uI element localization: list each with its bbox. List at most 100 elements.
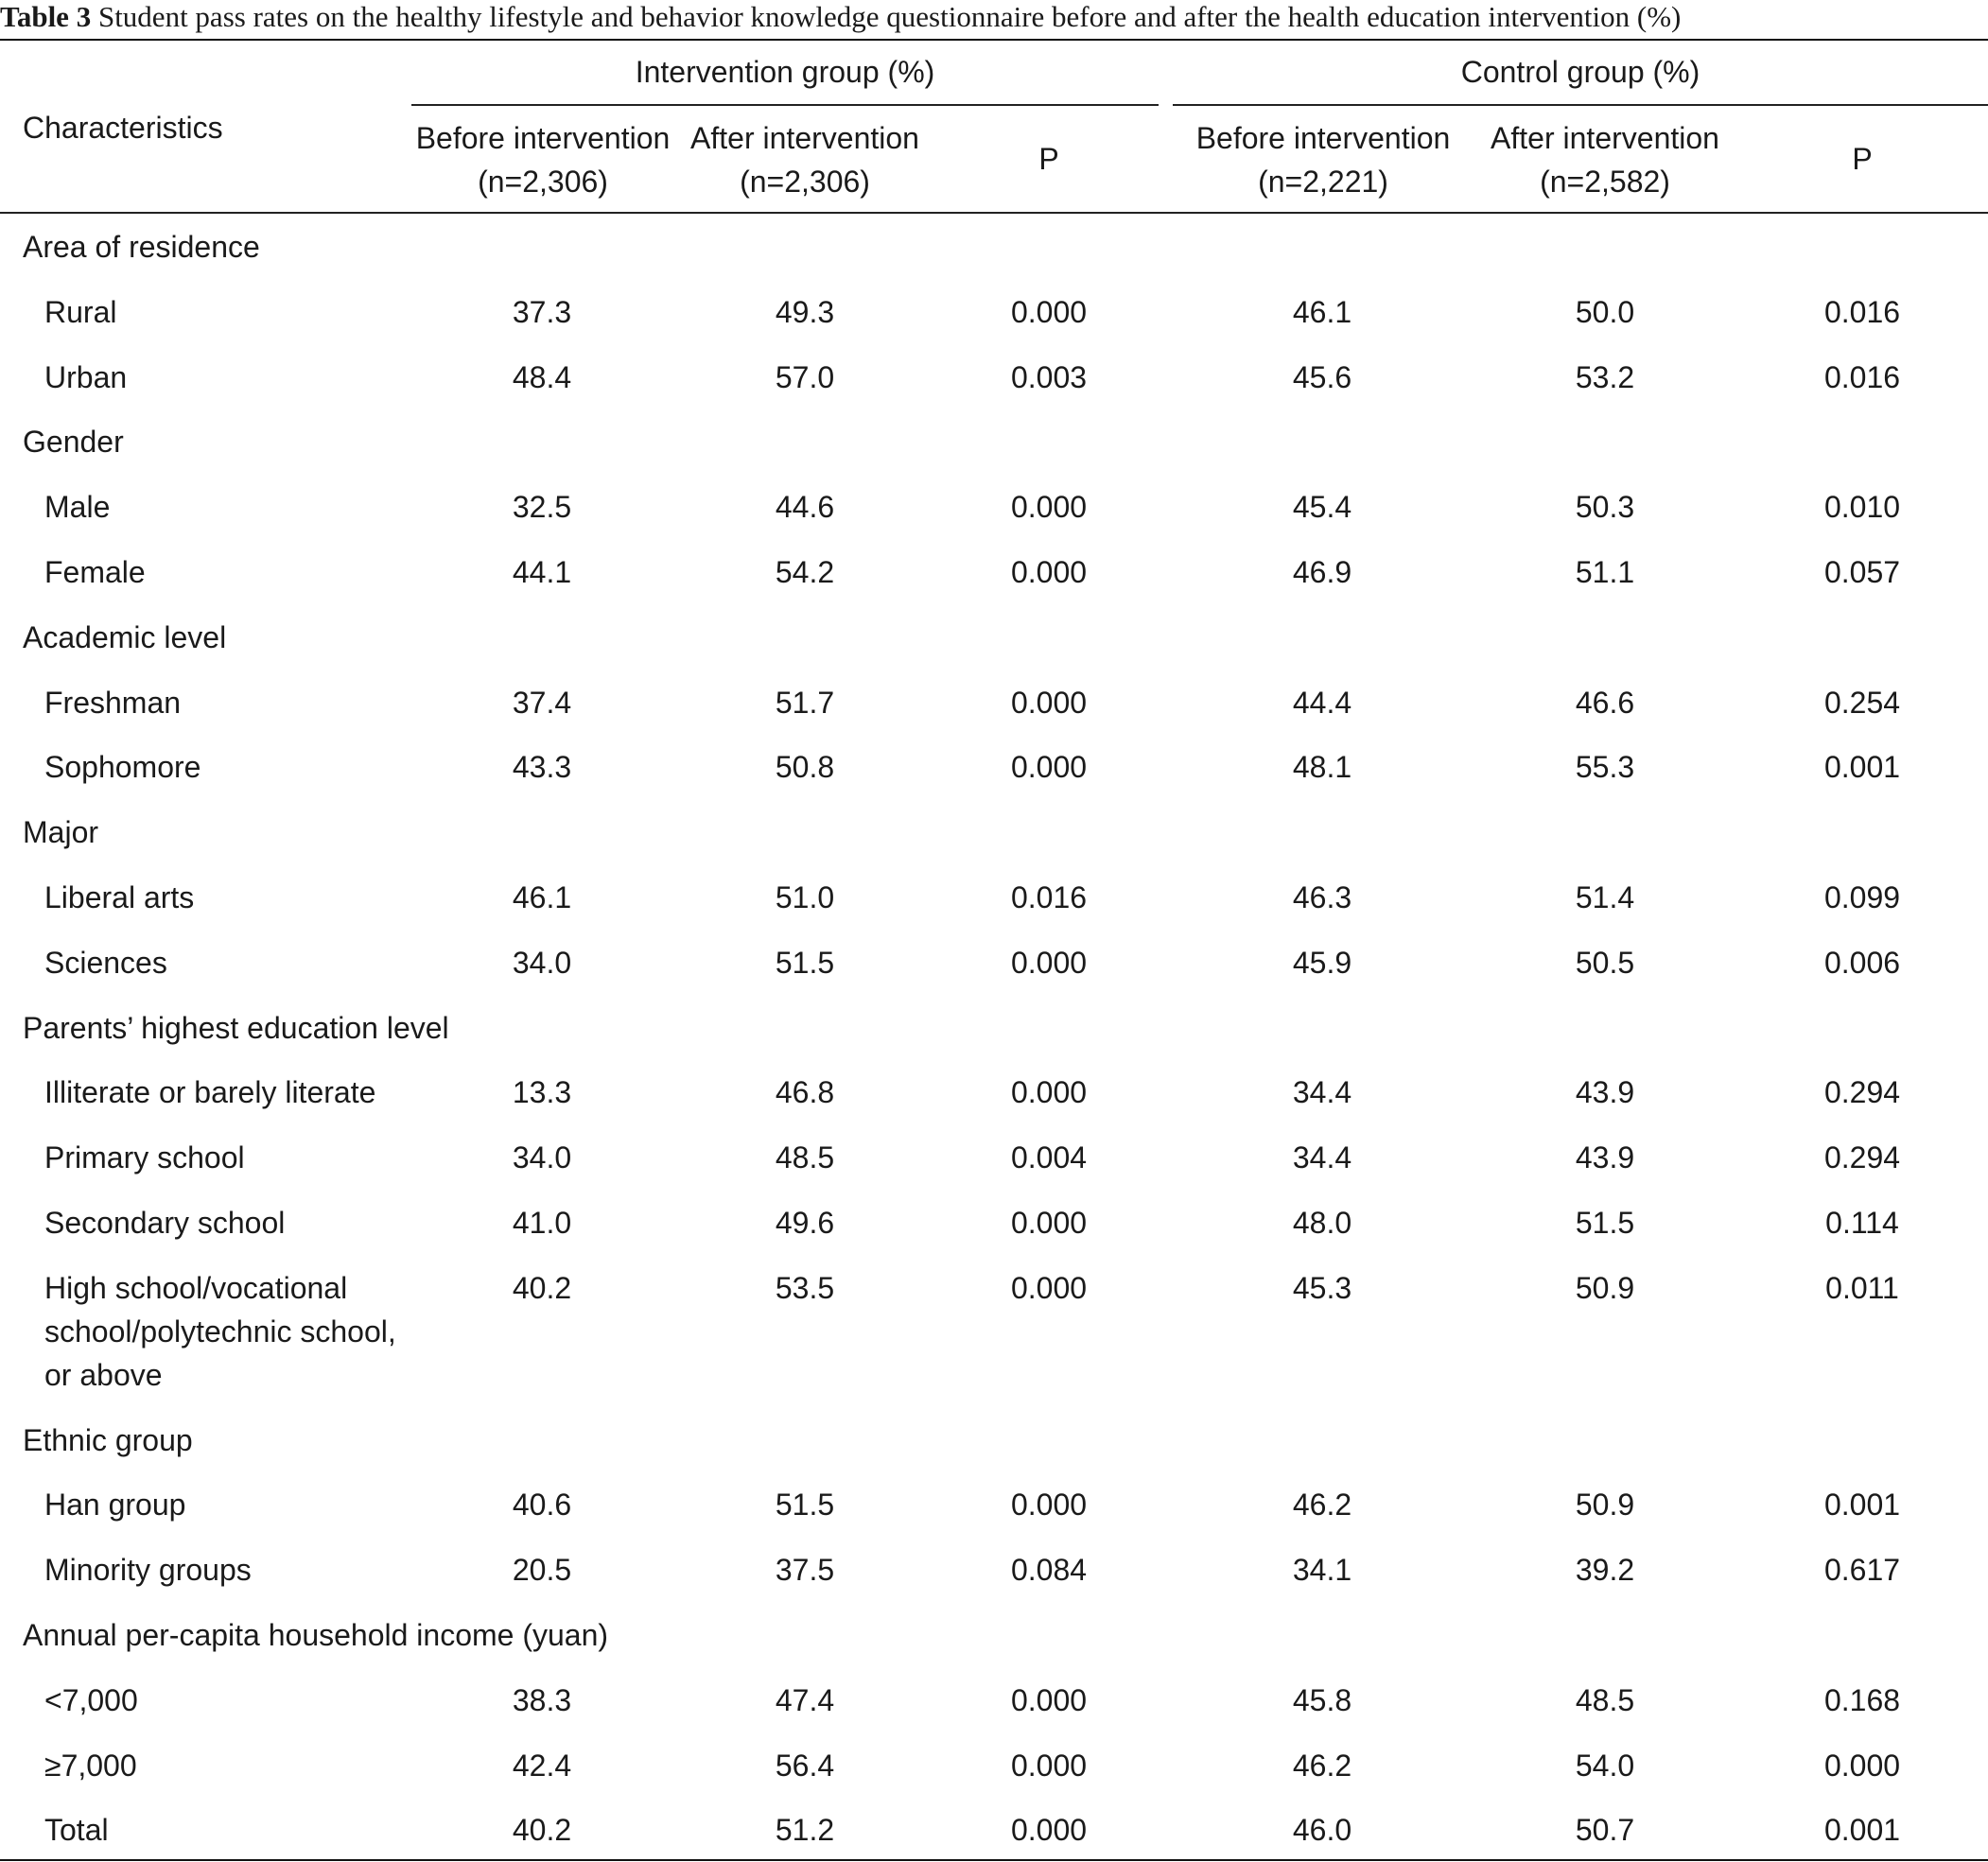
value-cell: 51.7: [775, 685, 835, 720]
value-cell: 34.1: [1292, 1553, 1352, 1588]
value-cell: 50.5: [1575, 945, 1635, 980]
value-cell: 0.617: [1823, 1553, 1901, 1588]
value-cell: 0.000: [1010, 1075, 1088, 1110]
value-cell: 13.3: [512, 1075, 572, 1110]
value-cell: 37.3: [512, 294, 572, 329]
value-cell: 0.010: [1823, 490, 1901, 525]
value-cell: 0.016: [1010, 880, 1088, 914]
value-cell: 40.2: [512, 1813, 572, 1848]
header-col-6: P: [1768, 137, 1957, 181]
row-label: Male: [44, 490, 111, 525]
table-label: Table 3: [0, 0, 92, 33]
value-cell: 34.0: [512, 1140, 572, 1175]
value-cell: 53.5: [775, 1270, 835, 1305]
control-group-rule: [1173, 104, 1988, 106]
group-label: Major: [23, 815, 99, 850]
value-cell: 50.9: [1575, 1488, 1635, 1523]
value-cell: 0.016: [1823, 359, 1901, 394]
row-label: Sophomore: [44, 750, 201, 785]
row-label: Total: [44, 1813, 109, 1848]
value-cell: 0.001: [1823, 750, 1901, 785]
value-cell: 20.5: [512, 1553, 572, 1588]
header-col-1-line2: (n=2,306): [478, 165, 608, 199]
value-cell: 51.0: [775, 880, 835, 914]
value-cell: 50.0: [1575, 294, 1635, 329]
value-cell: 44.4: [1292, 685, 1352, 720]
group-label: Academic level: [23, 619, 227, 654]
row-label: or above: [44, 1357, 163, 1392]
value-cell: 34.0: [512, 945, 572, 980]
row-label: Primary school: [44, 1140, 245, 1175]
header-col-4: Before intervention (n=2,221): [1190, 116, 1456, 203]
value-cell: 55.3: [1575, 750, 1635, 785]
row-label: Secondary school: [44, 1206, 286, 1240]
row-label: Urban: [44, 359, 128, 394]
value-cell: 32.5: [512, 490, 572, 525]
value-cell: 40.2: [512, 1270, 572, 1305]
value-cell: 46.6: [1575, 685, 1635, 720]
bottom-rule: [0, 1859, 1988, 1861]
header-col-3: P: [954, 137, 1143, 181]
value-cell: 37.5: [775, 1553, 835, 1588]
value-cell: 46.9: [1292, 555, 1352, 589]
value-cell: 34.4: [1292, 1140, 1352, 1175]
header-characteristics: Characteristics: [23, 111, 223, 145]
value-cell: 48.5: [1575, 1682, 1635, 1717]
top-rule: [0, 39, 1988, 41]
value-cell: 42.4: [512, 1748, 572, 1783]
value-cell: 0.000: [1010, 1682, 1088, 1717]
value-cell: 45.4: [1292, 490, 1352, 525]
value-cell: 51.5: [1575, 1206, 1635, 1240]
value-cell: 49.6: [775, 1206, 835, 1240]
value-cell: 46.3: [1292, 880, 1352, 914]
row-label: Han group: [44, 1488, 186, 1523]
header-control-group: Control group (%): [1460, 55, 1700, 89]
value-cell: 45.8: [1292, 1682, 1352, 1717]
value-cell: 0.114: [1825, 1206, 1899, 1240]
value-cell: 46.1: [512, 880, 572, 914]
header-col-4-line1: Before intervention: [1195, 121, 1451, 155]
value-cell: 0.000: [1823, 1748, 1901, 1783]
value-cell: 46.2: [1292, 1488, 1352, 1523]
value-cell: 0.000: [1010, 490, 1088, 525]
header-bottom-rule: [0, 212, 1988, 214]
intervention-group-rule: [411, 104, 1159, 106]
value-cell: 0.000: [1010, 1206, 1088, 1240]
value-cell: 49.3: [775, 294, 835, 329]
value-cell: 57.0: [775, 359, 835, 394]
value-cell: 43.9: [1575, 1140, 1635, 1175]
row-label: <7,000: [44, 1682, 138, 1717]
value-cell: 0.000: [1010, 685, 1088, 720]
value-cell: 0.016: [1823, 294, 1901, 329]
value-cell: 0.001: [1823, 1813, 1901, 1848]
value-cell: 43.9: [1575, 1075, 1635, 1110]
value-cell: 0.294: [1823, 1075, 1901, 1110]
header-intervention-group: Intervention group (%): [635, 55, 935, 89]
value-cell: 0.084: [1010, 1553, 1088, 1588]
row-label: Minority groups: [44, 1553, 252, 1588]
value-cell: 43.3: [512, 750, 572, 785]
table-caption: Table 3 Student pass rates on the health…: [0, 0, 1988, 34]
value-cell: 48.1: [1292, 750, 1352, 785]
value-cell: 45.3: [1292, 1270, 1352, 1305]
value-cell: 50.9: [1575, 1270, 1635, 1305]
value-cell: 0.000: [1010, 1748, 1088, 1783]
value-cell: 0.001: [1823, 1488, 1901, 1523]
table-caption-text: Student pass rates on the healthy lifest…: [97, 0, 1682, 33]
row-label: ≥7,000: [44, 1748, 137, 1783]
header-col-5: After intervention (n=2,582): [1472, 116, 1738, 203]
value-cell: 51.5: [775, 945, 835, 980]
row-label: Sciences: [44, 945, 167, 980]
value-cell: 37.4: [512, 685, 572, 720]
value-cell: 34.4: [1292, 1075, 1352, 1110]
value-cell: 45.6: [1292, 359, 1352, 394]
value-cell: 48.4: [512, 359, 572, 394]
value-cell: 50.7: [1575, 1813, 1635, 1848]
value-cell: 51.5: [775, 1488, 835, 1523]
row-label: Female: [44, 555, 146, 589]
value-cell: 53.2: [1575, 359, 1635, 394]
value-cell: 0.000: [1010, 555, 1088, 589]
header-col-6-line1: P: [1852, 142, 1873, 176]
value-cell: 51.2: [775, 1813, 835, 1848]
value-cell: 0.006: [1823, 945, 1901, 980]
